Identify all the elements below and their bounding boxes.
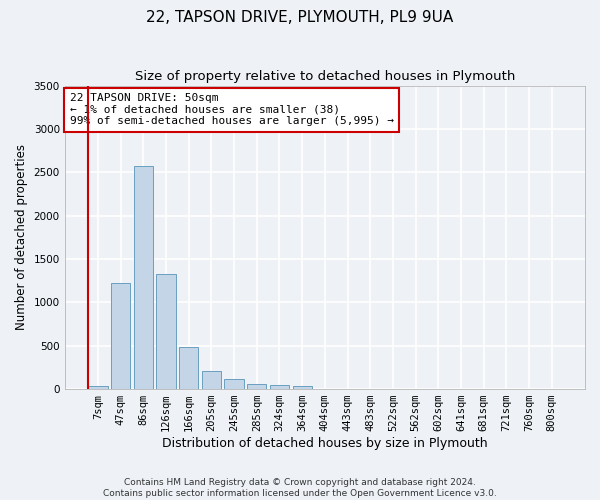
Bar	[111, 283, 130, 389]
Bar	[157, 274, 176, 389]
Text: 22, TAPSON DRIVE, PLYMOUTH, PL9 9UA: 22, TAPSON DRIVE, PLYMOUTH, PL9 9UA	[146, 10, 454, 25]
Y-axis label: Number of detached properties: Number of detached properties	[15, 144, 28, 330]
Bar	[202, 372, 221, 389]
X-axis label: Distribution of detached houses by size in Plymouth: Distribution of detached houses by size …	[162, 437, 488, 450]
Bar	[179, 346, 199, 389]
Text: Contains HM Land Registry data © Crown copyright and database right 2024.
Contai: Contains HM Land Registry data © Crown c…	[103, 478, 497, 498]
Bar	[247, 384, 266, 389]
Bar	[134, 166, 153, 389]
Text: 22 TAPSON DRIVE: 50sqm
← 1% of detached houses are smaller (38)
99% of semi-deta: 22 TAPSON DRIVE: 50sqm ← 1% of detached …	[70, 93, 394, 126]
Bar	[224, 379, 244, 389]
Bar	[88, 386, 107, 389]
Bar	[293, 386, 312, 389]
Bar	[270, 385, 289, 389]
Title: Size of property relative to detached houses in Plymouth: Size of property relative to detached ho…	[134, 70, 515, 83]
